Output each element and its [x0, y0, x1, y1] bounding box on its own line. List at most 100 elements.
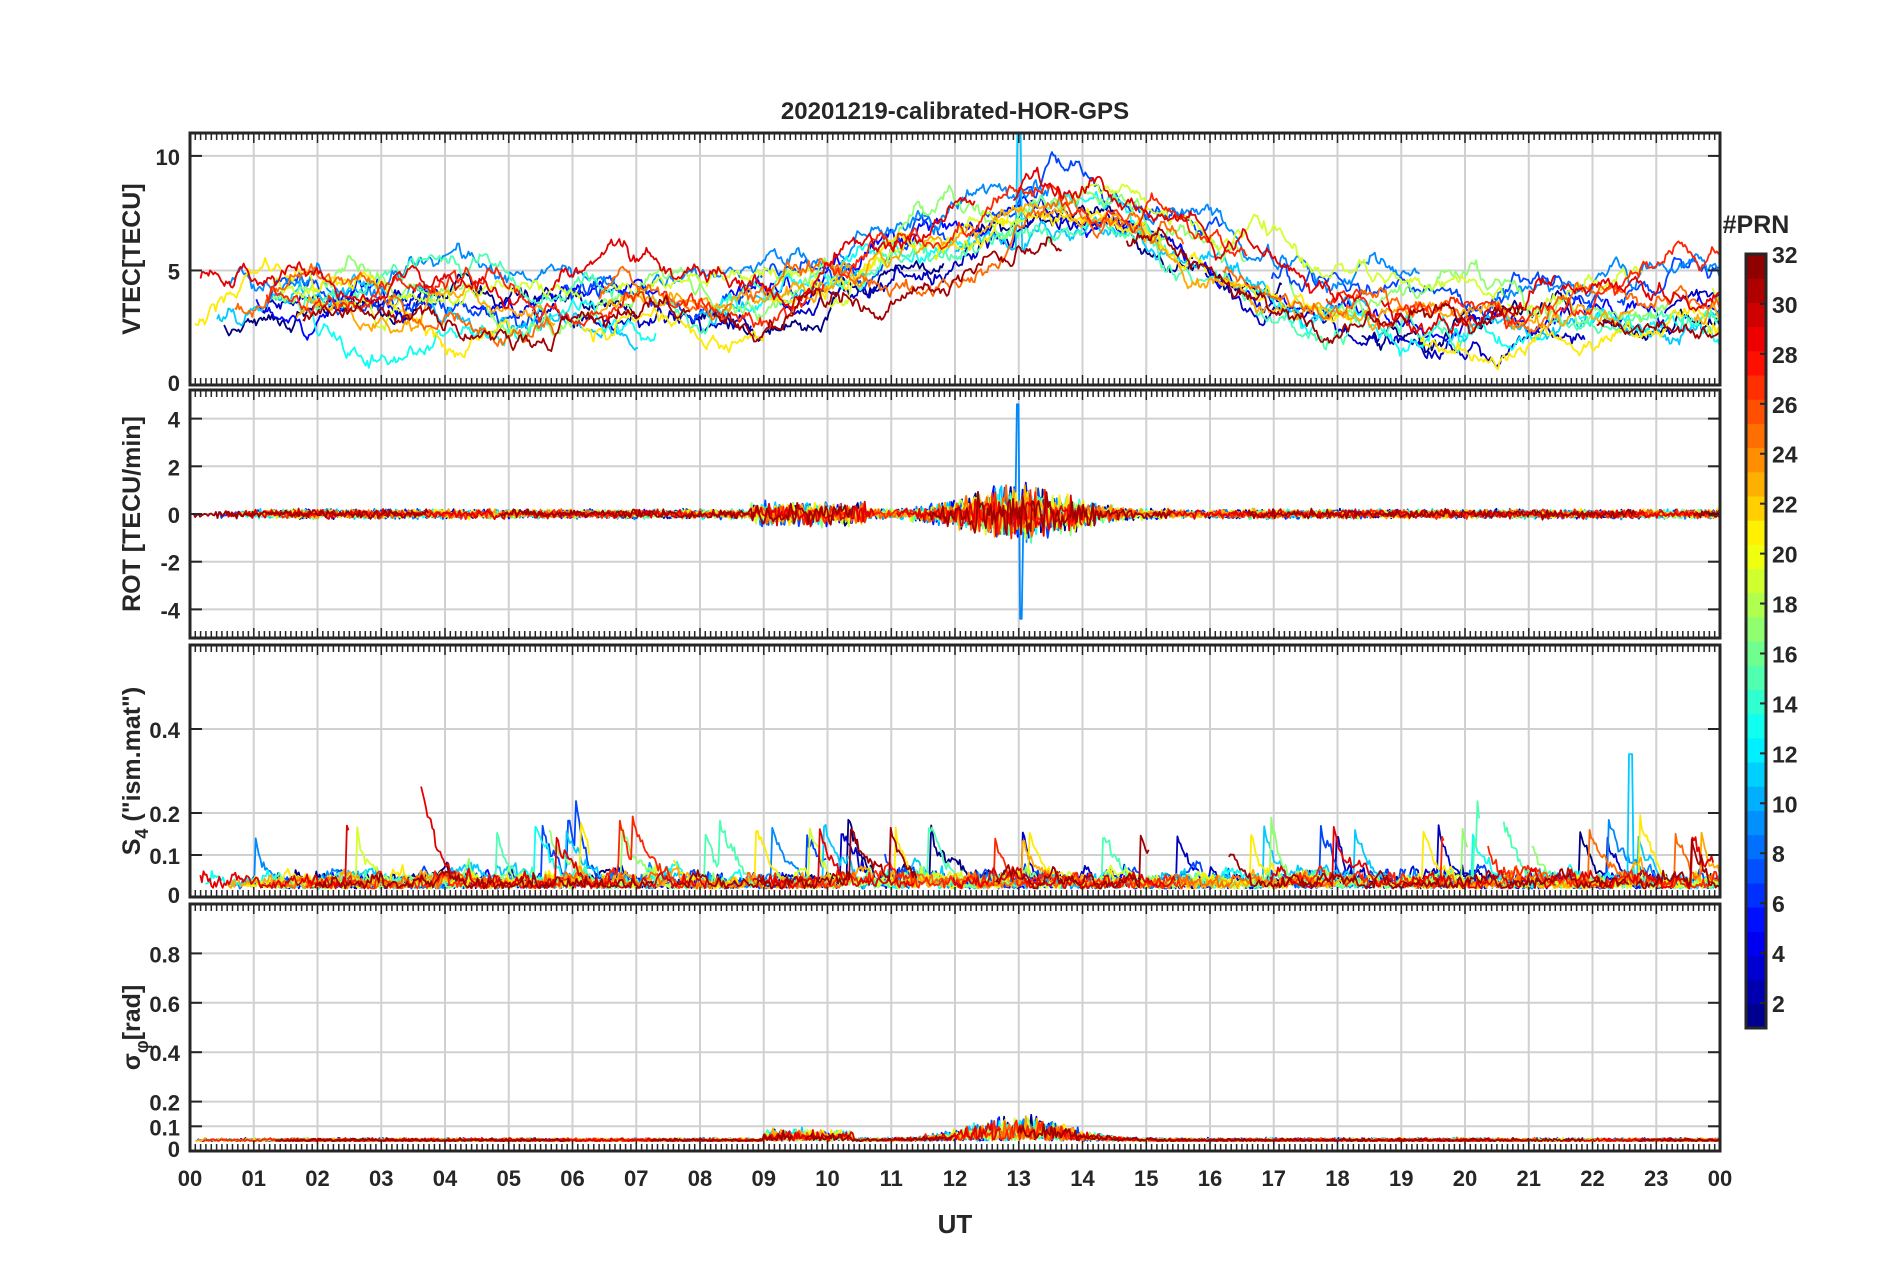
vtec-series-prn-29: [199, 166, 1720, 335]
x-tick-label: 22: [1580, 1166, 1604, 1191]
x-tick-label: 00: [178, 1166, 202, 1191]
colorbar-swatch: [1746, 254, 1766, 279]
sigma-y-tick-label: 0.1: [149, 1115, 180, 1140]
x-tick-label: 13: [1007, 1166, 1031, 1191]
x-tick-label: 14: [1070, 1166, 1095, 1191]
colorbar-tick-label: 14: [1772, 691, 1798, 717]
colorbar-swatch: [1746, 374, 1766, 400]
x-tick-label: 04: [433, 1166, 458, 1191]
rot-y-tick-label: -2: [160, 551, 180, 576]
colorbar-swatch: [1746, 1003, 1766, 1029]
sigma-x-ticks: [189, 904, 1721, 1151]
colorbar-tick-label: 22: [1772, 492, 1798, 518]
x-tick-label: 03: [369, 1166, 393, 1191]
s4-series-prn-31: [314, 826, 1720, 890]
colorbar-swatch: [1746, 592, 1766, 618]
colorbar-swatch: [1746, 278, 1766, 303]
panel-s4: 0 0.1 0.2 0.4S4 ("ism.mat"): [118, 643, 1722, 908]
sigma-y-tick-label: 0.4: [149, 1041, 180, 1066]
s4-y-tick-label: 0: [168, 883, 180, 908]
x-tick-label: 06: [560, 1166, 584, 1191]
vtec-series-group: [194, 133, 1720, 371]
x-tick-label: 11: [880, 1166, 903, 1191]
rot-y-tick-label: 0: [168, 503, 180, 528]
s4-y-axis-label: S4 ("ism.mat"): [118, 687, 152, 856]
vtec-series-prn-27: [265, 182, 1720, 330]
s4-series-group: [199, 753, 1720, 890]
s4-series-prn-23: [226, 831, 1720, 890]
vtec-series-prn-31: [302, 227, 1720, 352]
s4-y-tick-label: 0.1: [149, 844, 180, 869]
x-tick-label: 23: [1644, 1166, 1668, 1191]
colorbar-swatch: [1746, 689, 1766, 715]
rot-x-ticks: [189, 390, 1721, 638]
colorbar-swatch: [1746, 616, 1766, 642]
colorbar-swatch: [1746, 568, 1766, 594]
colorbar-swatch: [1746, 544, 1766, 570]
colorbar-title: #PRN: [1723, 211, 1790, 239]
x-tick-label: 12: [943, 1166, 967, 1191]
colorbar-swatch: [1746, 786, 1766, 811]
sigma-y-tick-label: 0.8: [149, 942, 180, 967]
s4-series-prn-17: [272, 816, 1720, 890]
colorbar-swatch: [1746, 447, 1766, 473]
colorbar-tick-label: 8: [1772, 841, 1785, 867]
x-tick-label: 16: [1198, 1166, 1222, 1191]
colorbar-swatch: [1746, 520, 1766, 545]
vtec-x-ticks: [189, 133, 1721, 385]
colorbar-swatch: [1746, 399, 1766, 424]
colorbar-tick-label: 32: [1772, 242, 1798, 268]
x-tick-label: 00: [1708, 1166, 1732, 1191]
colorbar-swatch: [1746, 302, 1766, 328]
colorbar-swatch: [1746, 737, 1766, 763]
colorbar-frame: [1744, 252, 1768, 1030]
x-tick-label: 05: [497, 1166, 521, 1191]
colorbar-tick-label: 18: [1772, 592, 1798, 618]
x-tick-label: 10: [815, 1166, 839, 1191]
x-tick-label: 01: [242, 1166, 266, 1191]
colorbar-swatch: [1746, 350, 1766, 376]
x-tick-label: 21: [1517, 1166, 1541, 1191]
colorbar-swatch: [1746, 979, 1766, 1005]
colorbar-tick-label: 16: [1772, 641, 1798, 667]
x-tick-label: 02: [305, 1166, 329, 1191]
x-axis-label: UT: [938, 1209, 973, 1239]
rot-y-axis-label: ROT [TECU/min]: [118, 416, 146, 612]
rot-y-tick-label: -4: [160, 598, 180, 623]
colorbar-swatch: [1746, 326, 1766, 352]
x-tick-label: 07: [624, 1166, 648, 1191]
sigma-series-prn-31: [274, 1123, 1719, 1142]
colorbar-tick-label: 2: [1772, 991, 1785, 1017]
x-tick-label: 20: [1453, 1166, 1477, 1191]
rot-series-prn-31: [192, 490, 1720, 536]
rot-y-tick-label: 4: [168, 408, 181, 433]
x-tick-label: 19: [1389, 1166, 1413, 1191]
colorbar-tick-label: 12: [1772, 741, 1798, 767]
colorbar-swatch: [1746, 955, 1766, 981]
colorbar-tick-label: 26: [1772, 392, 1798, 418]
sigma-y-axis-label: σφ[rad]: [118, 985, 152, 1071]
colorbar-swatch: [1746, 665, 1766, 690]
s4-x-ticks: [189, 645, 1721, 897]
colorbar-swatch: [1746, 834, 1766, 860]
rot-y-tick-label: 2: [168, 455, 180, 480]
sigma-series-prn-29: [286, 1122, 1720, 1142]
colorbar-swatch: [1746, 641, 1766, 666]
vtec-y-tick-label: 5: [168, 259, 180, 284]
vtec-y-tick-label: 0: [168, 371, 180, 396]
colorbar-tick-label: 6: [1772, 891, 1785, 917]
colorbar-swatch: [1746, 907, 1766, 932]
colorbar-tick-label: 24: [1772, 442, 1798, 468]
panel-rot: -4 -2 0 2 4 ROT [TECU/min]: [118, 388, 1722, 640]
panel-vtec: 0 5 10 VTEC[TECU]: [118, 131, 1722, 396]
s4-y-tick-label: 0.2: [149, 802, 180, 827]
colorbar-tick-label: 10: [1772, 791, 1798, 817]
vtec-series-prn-21: [194, 205, 1720, 371]
colorbar-swatch: [1746, 761, 1766, 787]
colorbar-swatch: [1746, 858, 1766, 884]
colorbar-swatch: [1746, 471, 1766, 497]
sigma-y-tick-label: 0: [168, 1137, 180, 1162]
